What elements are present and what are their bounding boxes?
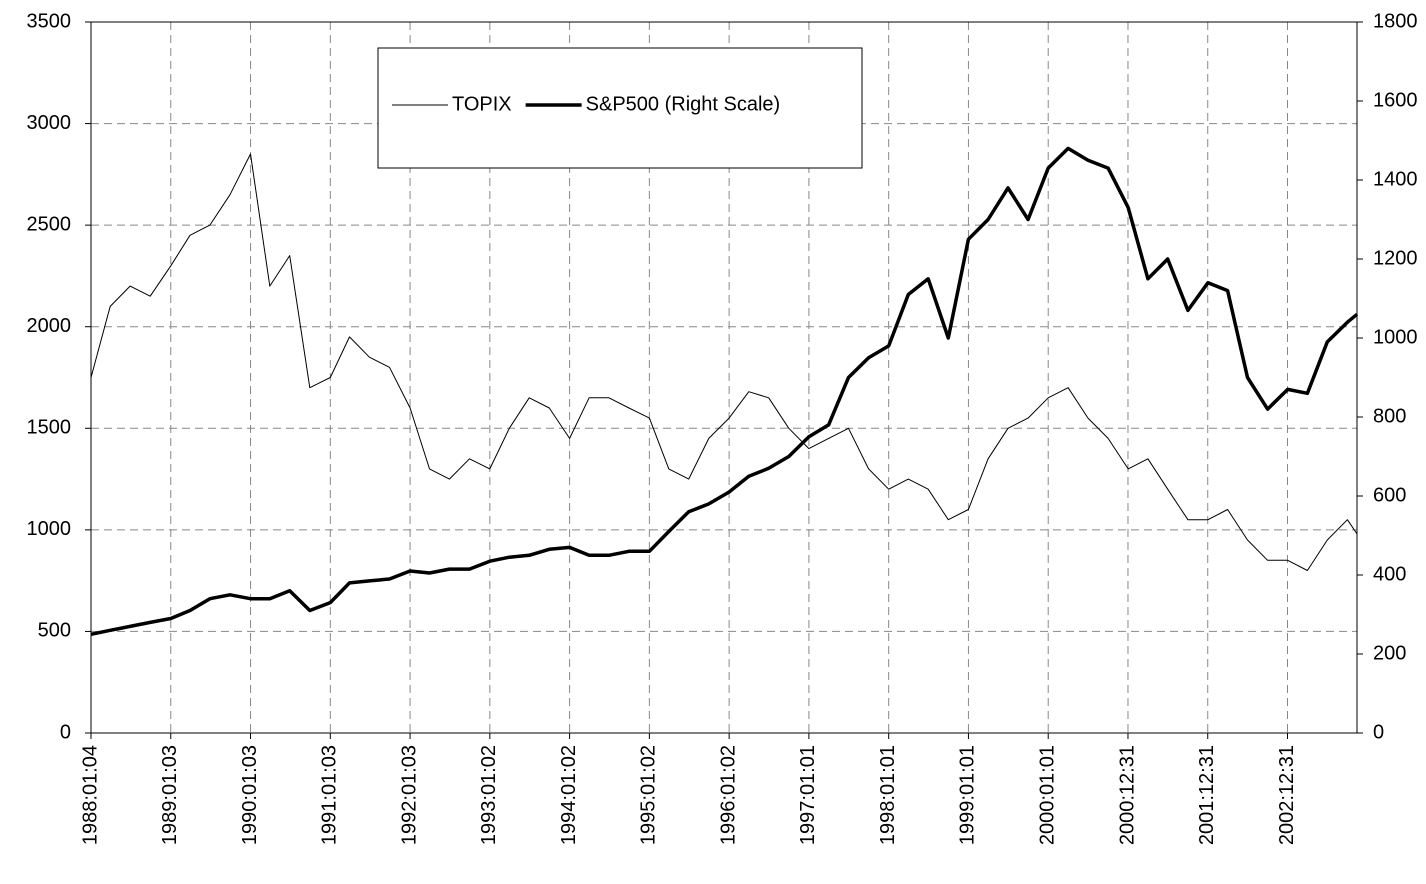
x-tick-label: 1993:01:02: [478, 745, 500, 845]
y2-tick-label: 1800: [1373, 10, 1418, 32]
y-tick-label: 3500: [27, 10, 72, 32]
series-line: [90, 146, 1359, 637]
y2-tick-label: 0: [1373, 721, 1384, 743]
y2-tick-label: 1000: [1373, 326, 1418, 348]
y2-tick-label: 400: [1373, 563, 1406, 585]
x-tick-label: 2001:12:31: [1196, 745, 1218, 845]
legend-label: S&P500 (Right Scale): [586, 93, 781, 115]
y2-tick-label: 800: [1373, 405, 1406, 427]
x-tick-label: 1989:01:03: [159, 745, 181, 845]
x-tick-label: 1994:01:02: [558, 745, 580, 845]
x-tick-label: 1988:01:04: [79, 745, 101, 845]
x-tick-label: 1995:01:02: [638, 745, 660, 845]
x-tick-label: 1998:01:01: [877, 745, 899, 845]
y-tick-label: 0: [60, 721, 71, 743]
x-tick-label: 2000:01:01: [1036, 745, 1058, 845]
y-tick-label: 1000: [27, 518, 72, 540]
x-tick-label: 1991:01:03: [319, 745, 341, 845]
x-tick-label: 1997:01:01: [797, 745, 819, 845]
y2-tick-label: 1200: [1373, 247, 1418, 269]
y-tick-label: 3000: [27, 112, 72, 134]
y2-tick-label: 600: [1373, 484, 1406, 506]
y-tick-label: 500: [38, 620, 71, 642]
x-tick-label: 2002:12:31: [1276, 745, 1298, 845]
x-tick-label: 1996:01:02: [717, 745, 739, 845]
y-tick-label: 2000: [27, 315, 72, 337]
y2-tick-label: 1400: [1373, 168, 1418, 190]
x-tick-label: 2000:12:31: [1116, 745, 1138, 845]
y-tick-label: 2500: [27, 213, 72, 235]
y2-tick-label: 1600: [1373, 89, 1418, 111]
x-tick-label: 1990:01:03: [239, 745, 261, 845]
y-tick-label: 1500: [27, 417, 72, 439]
legend-box: [377, 47, 863, 169]
x-tick-label: 1999:01:01: [957, 745, 979, 845]
y2-tick-label: 200: [1373, 642, 1406, 664]
x-tick-label: 1992:01:03: [398, 745, 420, 845]
legend-label: TOPIX: [452, 93, 512, 115]
series-line: [90, 153, 1358, 571]
